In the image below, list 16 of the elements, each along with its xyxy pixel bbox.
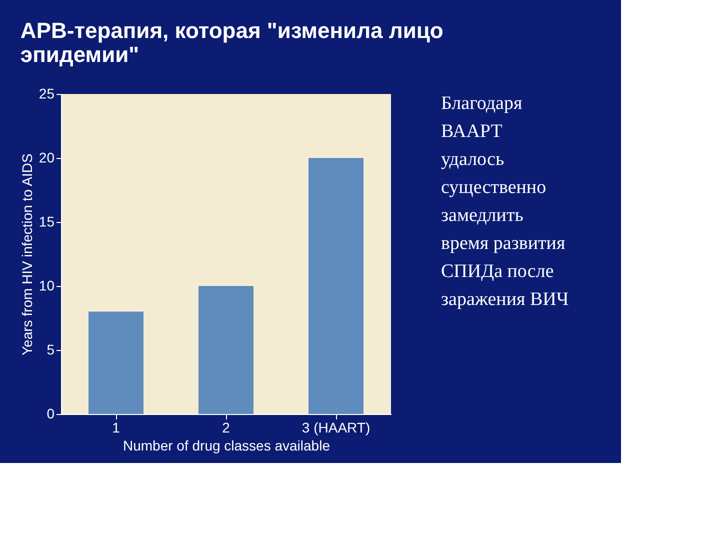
text: Благодаря ВААРТ удалось существенно замедлить время развития СПИДа после заражения ВИЧ	[441, 93, 569, 310]
chart-title: АРВ-терапия, которая "изменила лицо эпидемии"	[20, 18, 444, 67]
y-tick-label: 15	[38, 214, 55, 230]
x-axis-title: Number of drug classes available	[123, 438, 330, 454]
x-tick-label: 1	[112, 420, 120, 436]
y-tick-label: 20	[38, 150, 55, 166]
y-tick-label: 10	[38, 278, 55, 294]
bar	[88, 312, 144, 414]
y-tick-label: 25	[38, 86, 55, 102]
y-axis-title: Years from HIV infection to AIDS	[18, 154, 35, 356]
bar	[198, 286, 254, 414]
y-tick-label: 5	[46, 342, 55, 358]
y-tick-label: 0	[46, 406, 55, 422]
bar	[308, 158, 364, 414]
x-tick-label: 2	[222, 420, 230, 436]
x-tick-label: 3 (HAART)	[302, 420, 370, 436]
